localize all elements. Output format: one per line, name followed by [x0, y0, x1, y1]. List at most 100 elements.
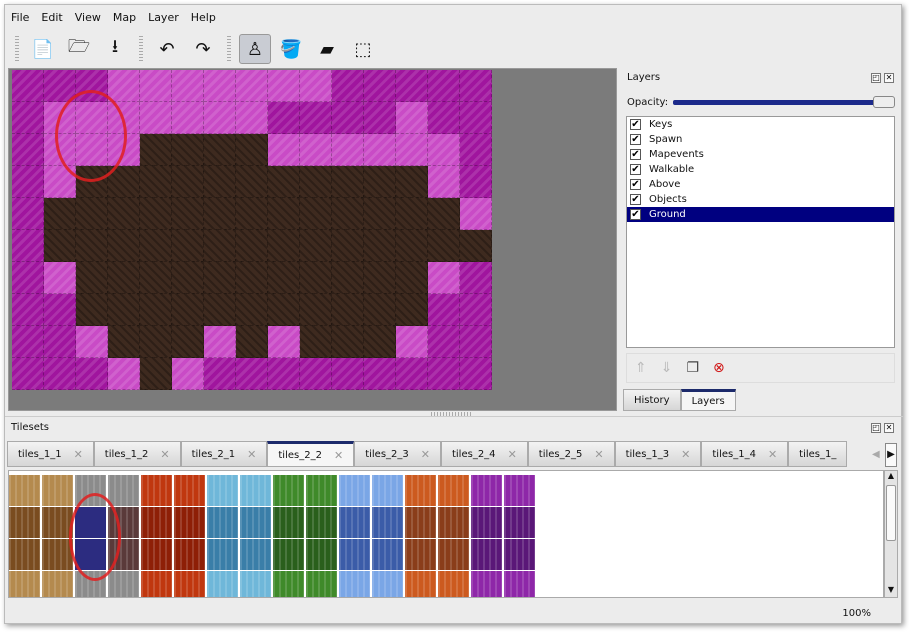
- map-tile[interactable]: [268, 358, 300, 390]
- tileset-tile[interactable]: [9, 475, 41, 507]
- map-tile[interactable]: [332, 326, 364, 358]
- close-tab-icon[interactable]: ✕: [333, 448, 344, 462]
- map-tile[interactable]: [236, 70, 268, 102]
- map-tile[interactable]: [396, 166, 428, 198]
- tab-tiles_2_1[interactable]: tiles_2_1 ✕: [180, 441, 268, 467]
- map-tile[interactable]: [236, 294, 268, 326]
- map-tile[interactable]: [12, 134, 44, 166]
- new-button[interactable]: 📄: [27, 34, 59, 64]
- map-tile[interactable]: [364, 166, 396, 198]
- tileset-tile[interactable]: [9, 571, 41, 597]
- map-tile[interactable]: [428, 134, 460, 166]
- map-tile[interactable]: [204, 230, 236, 262]
- map-tile[interactable]: [172, 102, 204, 134]
- map-tile[interactable]: [108, 326, 140, 358]
- tileset-tile[interactable]: [306, 507, 338, 539]
- tileset-tile[interactable]: [174, 539, 206, 571]
- visibility-checkbox[interactable]: ✔: [630, 194, 641, 205]
- tab-tiles_2_4[interactable]: tiles_2_4 ✕: [440, 441, 528, 467]
- map-tile[interactable]: [172, 70, 204, 102]
- map-tile[interactable]: [396, 358, 428, 390]
- map-tile[interactable]: [12, 102, 44, 134]
- map-tile[interactable]: [76, 294, 108, 326]
- map-tile[interactable]: [332, 166, 364, 198]
- tileset-tile[interactable]: [207, 507, 239, 539]
- map-tile[interactable]: [12, 166, 44, 198]
- map-tile[interactable]: [204, 198, 236, 230]
- layer-item[interactable]: ✔ Above: [627, 177, 894, 192]
- tileset-tile[interactable]: [141, 571, 173, 597]
- tileset-tile[interactable]: [372, 475, 404, 507]
- close-tab-icon[interactable]: ✕: [507, 447, 517, 461]
- map-tile[interactable]: [300, 166, 332, 198]
- map-tile[interactable]: [140, 198, 172, 230]
- map-tile[interactable]: [140, 294, 172, 326]
- map-tile[interactable]: [204, 166, 236, 198]
- map-tile[interactable]: [300, 230, 332, 262]
- visibility-checkbox[interactable]: ✔: [630, 179, 641, 190]
- map-tile[interactable]: [364, 102, 396, 134]
- tileset-tile[interactable]: [141, 475, 173, 507]
- lower-layer-icon[interactable]: ⇓: [660, 360, 673, 376]
- map-tile[interactable]: [172, 166, 204, 198]
- map-tile[interactable]: [12, 358, 44, 390]
- map-tile[interactable]: [108, 358, 140, 390]
- tileset-tile[interactable]: [504, 475, 536, 507]
- tab-tiles_2_5[interactable]: tiles_2_5 ✕: [527, 441, 615, 467]
- float-icon[interactable]: ◰: [871, 423, 881, 433]
- tileset-tile[interactable]: [339, 507, 371, 539]
- map-tile[interactable]: [300, 198, 332, 230]
- map-tile[interactable]: [364, 134, 396, 166]
- map-tile[interactable]: [460, 166, 492, 198]
- map-tile[interactable]: [236, 230, 268, 262]
- map-tile[interactable]: [396, 294, 428, 326]
- close-tab-icon[interactable]: ✕: [160, 447, 170, 461]
- scroll-up-icon[interactable]: ▲: [887, 471, 895, 480]
- map-tile[interactable]: [172, 198, 204, 230]
- layer-item[interactable]: ✔ Spawn: [627, 132, 894, 147]
- map-tile[interactable]: [396, 70, 428, 102]
- map-tile[interactable]: [44, 166, 76, 198]
- scroll-thumb[interactable]: [886, 485, 896, 541]
- map-tile[interactable]: [108, 294, 140, 326]
- map-tile[interactable]: [204, 70, 236, 102]
- close-tab-icon[interactable]: ✕: [594, 447, 604, 461]
- tileset-tile[interactable]: [471, 571, 503, 597]
- map-tile[interactable]: [460, 230, 492, 262]
- tab-tiles_1_3[interactable]: tiles_1_3 ✕: [614, 441, 702, 467]
- map-tile[interactable]: [428, 230, 460, 262]
- tileset-tile[interactable]: [438, 539, 470, 571]
- layer-item[interactable]: ✔ Mapevents: [627, 147, 894, 162]
- tileset-tile[interactable]: [405, 571, 437, 597]
- tileset-tile[interactable]: [174, 475, 206, 507]
- layer-item[interactable]: ✔ Ground: [627, 207, 894, 222]
- float-icon[interactable]: ◰: [871, 73, 881, 83]
- tileset-tile[interactable]: [405, 475, 437, 507]
- map-tile[interactable]: [236, 198, 268, 230]
- tileset-tile[interactable]: [471, 507, 503, 539]
- map-tile[interactable]: [428, 358, 460, 390]
- tileset-tile[interactable]: [372, 539, 404, 571]
- map-tile[interactable]: [332, 262, 364, 294]
- tileset-tile[interactable]: [42, 475, 74, 507]
- map-tile[interactable]: [332, 70, 364, 102]
- map-tile[interactable]: [332, 294, 364, 326]
- map-tile[interactable]: [172, 134, 204, 166]
- tab-tiles_1_1[interactable]: tiles_1_1 ✕: [7, 441, 94, 467]
- map-tile[interactable]: [236, 358, 268, 390]
- tab-tiles_1_4[interactable]: tiles_1_4 ✕: [701, 441, 789, 467]
- tileset-tile[interactable]: [405, 539, 437, 571]
- tileset-tile[interactable]: [9, 539, 41, 571]
- map-tile[interactable]: [236, 134, 268, 166]
- scroll-down-icon[interactable]: ▼: [887, 585, 895, 594]
- map-tile[interactable]: [172, 358, 204, 390]
- map-tile[interactable]: [300, 294, 332, 326]
- map-tile[interactable]: [76, 230, 108, 262]
- tileset-tile[interactable]: [141, 539, 173, 571]
- map-tile[interactable]: [236, 262, 268, 294]
- tileset-tile[interactable]: [306, 475, 338, 507]
- map-tile[interactable]: [428, 262, 460, 294]
- visibility-checkbox[interactable]: ✔: [630, 164, 641, 175]
- map-tile[interactable]: [172, 230, 204, 262]
- map-tile[interactable]: [428, 294, 460, 326]
